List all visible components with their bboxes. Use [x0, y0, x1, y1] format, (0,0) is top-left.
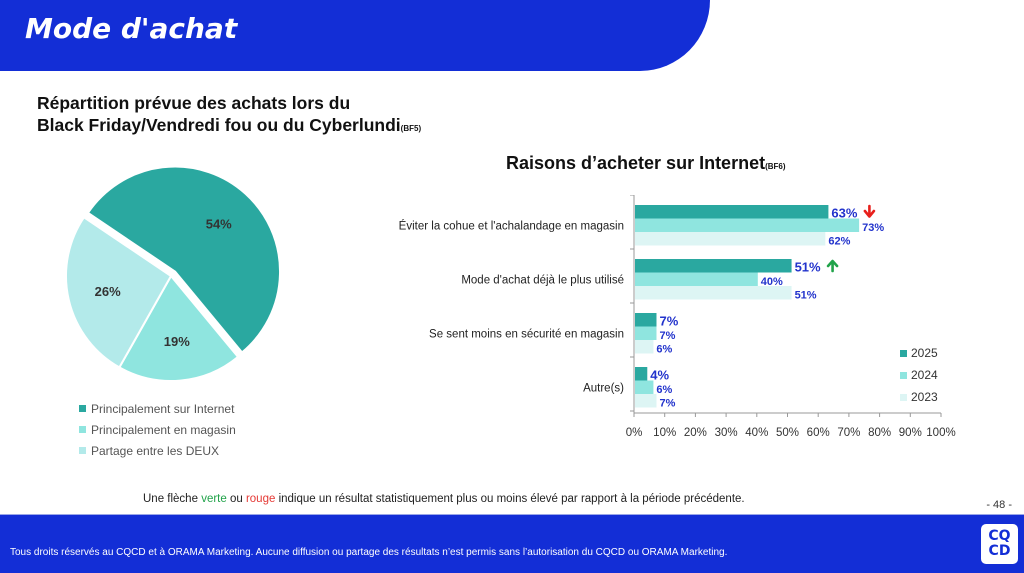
- pie-chart-title: Répartition prévue des achats lors du Bl…: [37, 92, 421, 140]
- bar: [635, 218, 860, 232]
- page-title: Mode d'achat: [25, 12, 238, 45]
- x-tick-label: 100%: [926, 427, 955, 439]
- x-tick-label: 30%: [715, 427, 738, 439]
- header-banner: Mode d'achat: [0, 0, 710, 71]
- category-label: Autre(s): [583, 382, 624, 394]
- pie-slice-label: 26%: [95, 284, 121, 299]
- x-tick-label: 80%: [868, 427, 891, 439]
- bar-title-text: Raisons d’acheter sur Internet: [506, 153, 766, 173]
- x-tick-label: 90%: [899, 427, 922, 439]
- bar-value-label: 62%: [828, 236, 850, 248]
- note-green-word: verte: [201, 493, 227, 505]
- bar-legend-label: 2025: [911, 346, 938, 360]
- bar-legend: 2025 2024 2023: [900, 342, 938, 408]
- bar-value-label: 6%: [656, 344, 672, 356]
- x-tick-label: 70%: [837, 427, 860, 439]
- bar-value-label: 51%: [795, 290, 817, 302]
- copyright-text: Tous droits réservés au CQCD et à ORAMA …: [10, 547, 728, 558]
- pie-slice: [118, 274, 240, 382]
- pie-legend: Principalement sur Internet Principaleme…: [79, 398, 236, 461]
- note-part2: ou: [226, 493, 246, 505]
- bar-value-label: 51%: [795, 260, 821, 275]
- legend-swatch: [79, 426, 86, 433]
- bar: [635, 313, 657, 327]
- bar: [635, 394, 657, 408]
- pie-legend-label: Partage entre les DEUX: [91, 443, 220, 458]
- bar: [635, 205, 829, 219]
- legend-swatch: [79, 405, 86, 412]
- cqcd-logo: CQ CD: [981, 524, 1018, 564]
- note-part1: Une flèche: [143, 493, 202, 505]
- bar: [635, 340, 654, 354]
- footer-bar: Tous droits réservés au CQCD et à ORAMA …: [0, 514, 1024, 573]
- bar: [635, 259, 792, 273]
- legend-swatch: [900, 393, 907, 401]
- page-number: - 48 -: [986, 499, 1012, 511]
- category-label: Éviter la cohue et l'achalandage en maga…: [399, 219, 624, 232]
- bar-value-label: 7%: [659, 330, 675, 342]
- x-tick-label: 0%: [626, 427, 643, 439]
- bar: [635, 286, 792, 300]
- x-tick-label: 60%: [807, 427, 830, 439]
- pie-slice: [65, 215, 173, 369]
- logo-line2: CD: [988, 543, 1011, 559]
- category-label: Mode d'achat déjà le plus utilisé: [461, 274, 624, 286]
- x-tick-label: 10%: [653, 427, 676, 439]
- bar-legend-label: 2023: [911, 390, 938, 404]
- pie-legend-label: Principalement sur Internet: [91, 401, 235, 416]
- pie-slice-label: 54%: [206, 216, 232, 231]
- pie-legend-item: Partage entre les DEUX: [79, 440, 236, 461]
- bar-legend-item: 2024: [900, 364, 938, 386]
- bar-value-label: 6%: [656, 384, 672, 396]
- pie-legend-item: Principalement en magasin: [79, 419, 236, 440]
- x-tick-label: 50%: [776, 427, 799, 439]
- pie-title-line2: Black Friday/Vendredi fou ou du Cyberlun…: [37, 115, 401, 135]
- bar: [635, 232, 826, 246]
- pie-slice: [86, 165, 282, 354]
- note-part3: indique un résultat statistiquement plus…: [275, 493, 745, 505]
- category-label: Se sent moins en sécurité en magasin: [429, 328, 624, 340]
- legend-swatch: [900, 371, 907, 379]
- bar: [635, 380, 654, 394]
- bar-value-label: 7%: [659, 314, 678, 329]
- bar: [635, 367, 648, 381]
- bar-value-label: 4%: [650, 368, 669, 383]
- bar-legend-label: 2024: [911, 368, 938, 382]
- pie-legend-item: Principalement sur Internet: [79, 398, 236, 419]
- bar-legend-item: 2023: [900, 386, 938, 408]
- pie-legend-label: Principalement en magasin: [91, 422, 236, 437]
- bar-chart-title: Raisons d’acheter sur Internet(BF6): [506, 153, 786, 174]
- bar-value-label: 7%: [659, 398, 675, 410]
- pie-slice-label: 19%: [164, 334, 190, 349]
- note-red-word: rouge: [245, 493, 276, 505]
- x-tick-label: 40%: [745, 427, 768, 439]
- arrow-up-icon: [826, 259, 839, 273]
- bar-chart: 0% 10% 20% 30% 40% 50% 60% 70% 80% 90% 100% Éviter …: [399, 195, 956, 439]
- pie-title-code: (BF5): [400, 124, 422, 133]
- bar: [635, 272, 758, 286]
- legend-swatch: [79, 447, 86, 454]
- x-tick-label: 20%: [684, 427, 707, 439]
- legend-swatch: [900, 349, 907, 357]
- pie-chart: 54% 19% 26%: [65, 165, 282, 382]
- bar-legend-item: 2025: [900, 342, 938, 364]
- pie-title-line1: Répartition prévue des achats lors du: [37, 93, 351, 113]
- arrow-note: Une flèche verte ou rouge indique un rés…: [143, 493, 745, 505]
- bar: [635, 326, 657, 340]
- arrow-down-icon: [863, 204, 876, 218]
- logo-line1: CQ: [988, 528, 1011, 544]
- bar-value-label: 63%: [831, 206, 857, 221]
- bar-value-label: 73%: [862, 222, 884, 234]
- bar-title-code: (BF6): [765, 162, 786, 171]
- bar-value-label: 40%: [761, 276, 783, 288]
